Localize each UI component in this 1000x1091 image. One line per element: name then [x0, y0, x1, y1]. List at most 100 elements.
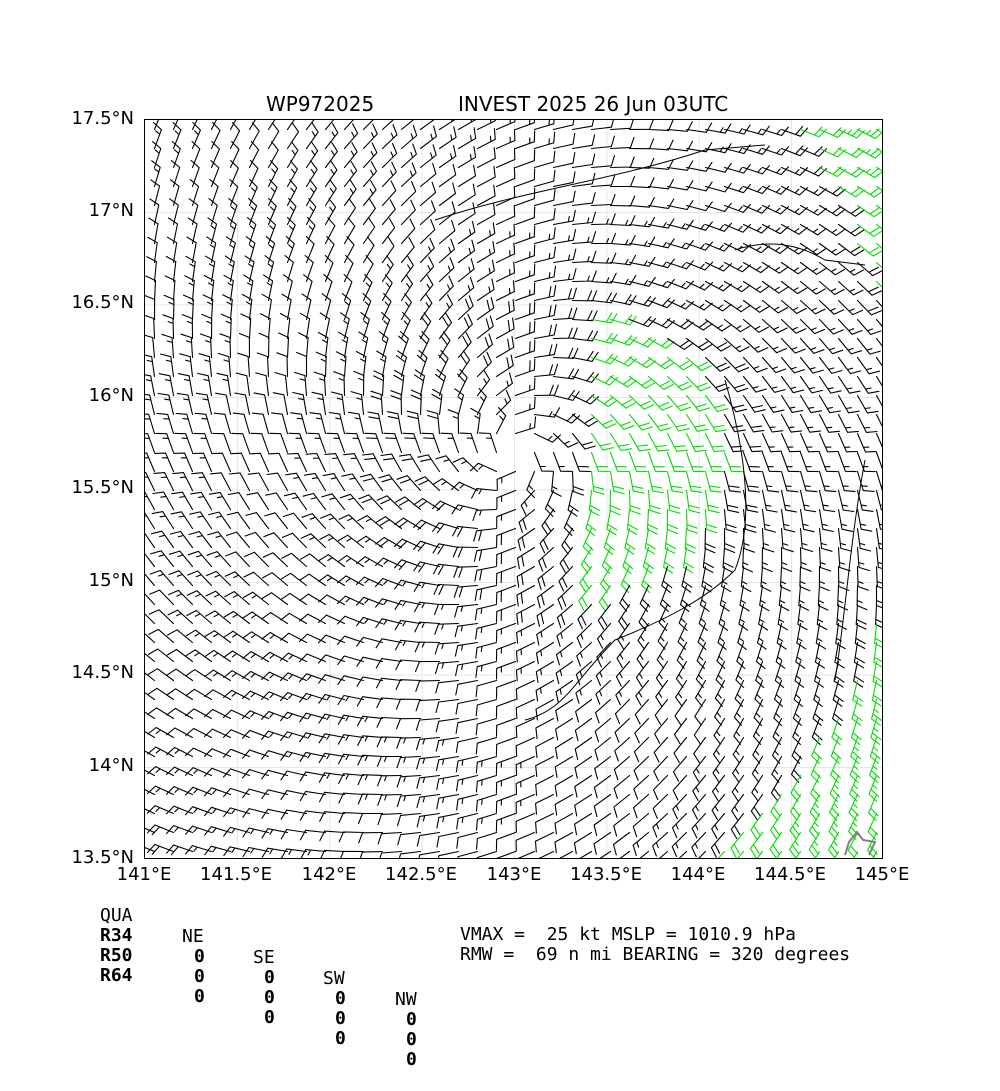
wind-barb — [673, 717, 688, 745]
wind-barb — [337, 655, 365, 666]
wind-barb — [811, 717, 823, 746]
wind-barb — [856, 223, 882, 237]
wind-barb — [495, 603, 517, 623]
wind-barb — [470, 407, 481, 435]
wind-barb — [875, 261, 882, 269]
wind-barb — [799, 565, 811, 592]
wind-barb — [761, 375, 786, 393]
wind-barb — [319, 830, 346, 842]
wind-barb — [685, 489, 701, 514]
wind-barb — [515, 641, 536, 663]
wind-barb — [780, 337, 806, 354]
wind-barb — [187, 570, 213, 587]
wind-barb — [571, 120, 595, 131]
wind-barb — [438, 219, 456, 245]
wind-barb — [434, 622, 460, 635]
wind-barb — [419, 312, 432, 340]
wind-barb — [317, 614, 346, 625]
wind-barb — [652, 831, 669, 857]
wind-barb — [514, 339, 536, 359]
wind-barb — [185, 845, 213, 855]
wind-barb — [147, 766, 175, 777]
lon-tick-label: 145°E — [854, 864, 910, 885]
wind-barb — [227, 217, 237, 245]
wind-barb — [413, 498, 441, 511]
wind-barb — [495, 372, 513, 397]
wind-barb — [454, 388, 465, 416]
wind-barb — [809, 812, 821, 840]
wind-barb — [145, 711, 156, 720]
wind-barb — [251, 412, 270, 435]
wind-barb — [533, 265, 557, 283]
wind-barb — [567, 489, 579, 517]
wind-barb — [185, 669, 213, 682]
wind-barb — [219, 333, 232, 359]
wind-barb — [472, 508, 498, 522]
wind-barb — [557, 584, 574, 610]
wind-barb — [421, 432, 441, 454]
wind-barb — [457, 276, 475, 302]
wind-barb — [305, 216, 316, 245]
wind-barb — [362, 198, 376, 226]
wind-barb — [149, 198, 160, 226]
wind-barb — [761, 451, 781, 473]
wind-barb — [203, 728, 232, 739]
wind-barb — [666, 219, 694, 230]
wind-barb — [416, 755, 441, 770]
wind-barb — [742, 546, 754, 573]
wind-barb — [837, 508, 854, 532]
wind-barb — [818, 470, 837, 493]
wind-barb — [419, 293, 433, 321]
wind-barb — [174, 432, 194, 454]
wind-barb — [554, 774, 574, 797]
wind-barb — [243, 551, 270, 568]
wind-barb — [571, 270, 597, 283]
wind-barb — [395, 698, 422, 710]
wind-barb — [147, 668, 175, 682]
wind-barb — [258, 332, 270, 359]
table-header-row: QUA NE SE SW NW — [0, 884, 417, 1031]
wind-barb — [609, 175, 636, 188]
wind-barb — [692, 755, 707, 783]
wind-barb — [852, 679, 864, 707]
wind-barb — [685, 318, 713, 331]
wind-barb — [280, 731, 308, 741]
wind-barb — [299, 829, 327, 841]
wind-barb — [475, 736, 498, 755]
wind-barb — [165, 255, 177, 283]
wind-barb — [647, 337, 675, 349]
wind-barb — [685, 394, 710, 412]
wind-barb — [438, 312, 453, 340]
wind-barb — [305, 452, 327, 473]
wind-barb — [818, 318, 844, 335]
wind-barb — [875, 280, 882, 288]
wind-barb — [738, 603, 749, 631]
wind-barb — [533, 188, 556, 207]
wind-barb — [751, 774, 764, 802]
wind-barb — [145, 354, 156, 378]
wind-barb — [780, 261, 808, 275]
wind-barb — [281, 532, 308, 549]
wind-barb — [242, 749, 270, 759]
wind-barb — [222, 294, 233, 321]
wind-barb — [552, 132, 576, 150]
wind-barb — [324, 235, 335, 264]
wind-barb — [300, 553, 327, 568]
wind-barb — [416, 793, 441, 809]
wind-barb — [246, 492, 270, 511]
wind-barb — [875, 394, 882, 407]
wind-barb — [710, 831, 726, 858]
wind-barb — [476, 165, 496, 188]
wind-barb — [635, 679, 650, 706]
wind-barb — [685, 356, 712, 372]
wind-barb — [229, 178, 239, 207]
wind-barb — [837, 470, 856, 493]
wind-barb — [357, 812, 384, 825]
wind-barb — [628, 236, 656, 248]
wind-barb — [162, 314, 175, 340]
wind-barb — [594, 736, 612, 761]
wind-barb — [171, 491, 194, 511]
wind-barb — [398, 850, 422, 858]
wind-barb — [475, 698, 498, 717]
wind-barb — [145, 334, 156, 359]
